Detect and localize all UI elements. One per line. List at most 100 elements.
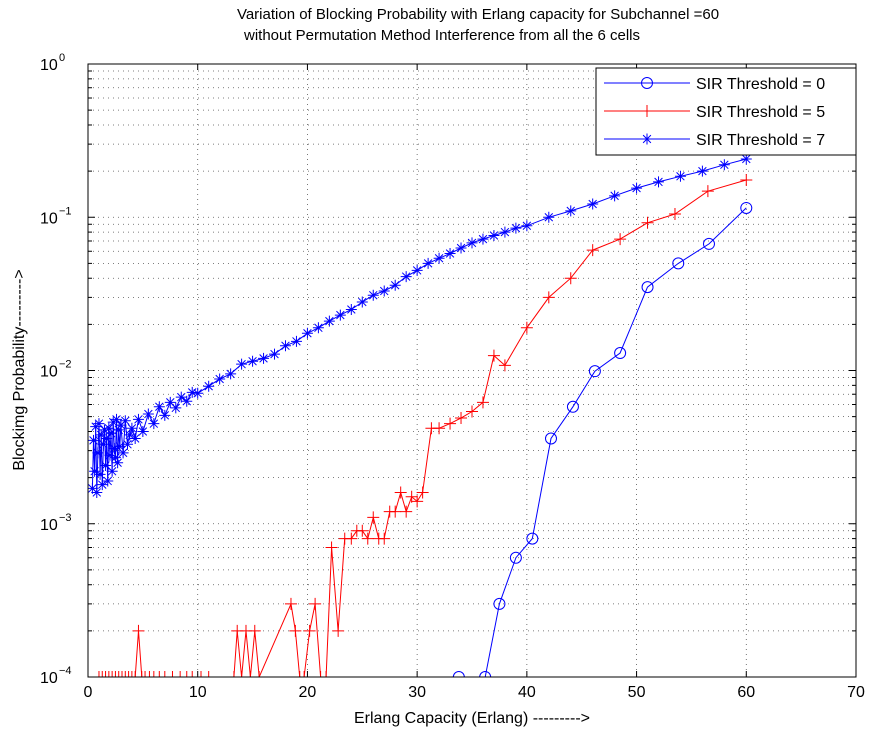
y-tick-label-base: 10 (40, 517, 58, 534)
y-tick-label-base: 10 (40, 210, 58, 227)
data-point (586, 244, 599, 257)
data-point (701, 185, 714, 198)
data-point (139, 671, 152, 677)
data-point (290, 335, 302, 347)
data-point (94, 468, 106, 480)
y-tick-label-base: 10 (40, 364, 58, 381)
data-point (498, 359, 511, 372)
x-tick-label: 50 (628, 684, 646, 701)
data-point (303, 624, 316, 637)
y-axis-label: Blockimg Probability---------> (11, 269, 28, 470)
data-point (174, 671, 187, 677)
data-point (121, 438, 133, 450)
data-point (122, 671, 135, 677)
data-point (100, 459, 112, 471)
y-tick-label-exponent: 0 (59, 52, 65, 64)
data-point (367, 289, 379, 301)
data-point (96, 479, 108, 491)
data-point (444, 248, 456, 260)
data-point (108, 442, 120, 454)
data-point (186, 386, 198, 398)
legend: SIR Threshold = 0 SIR Threshold = 5 SIR Th… (595, 67, 857, 156)
data-point (129, 671, 142, 677)
data-point (105, 427, 117, 439)
data-point (521, 220, 533, 232)
data-point (320, 671, 333, 677)
data-point (312, 322, 324, 334)
data-point (258, 352, 270, 364)
data-point (142, 408, 154, 420)
data-point (147, 671, 160, 677)
data-point (314, 671, 327, 677)
series-line (99, 179, 747, 677)
data-point (244, 671, 257, 677)
data-point (91, 486, 103, 498)
data-point (433, 252, 445, 264)
data-point (301, 327, 313, 339)
x-tick-label: 70 (847, 684, 865, 701)
data-point (520, 321, 533, 334)
data-point (129, 432, 141, 444)
data-point (356, 524, 369, 537)
data-point (653, 176, 665, 188)
data-point (433, 422, 446, 435)
series-2 (88, 153, 752, 498)
data-point (356, 296, 368, 308)
data-point (510, 222, 522, 234)
legend-label: SIR Threshold = 0 (696, 76, 825, 93)
data-point (103, 422, 115, 434)
y-tick-label-base: 10 (40, 670, 58, 687)
data-point (345, 304, 357, 316)
data-point (394, 486, 407, 499)
data-point (588, 365, 601, 378)
data-point (164, 396, 176, 408)
data-point (253, 671, 266, 677)
data-point (119, 671, 132, 677)
data-point (479, 671, 492, 677)
x-tick-label: 10 (189, 684, 207, 701)
data-point (334, 309, 346, 321)
data-point (96, 671, 109, 677)
legend-marker (641, 77, 653, 89)
data-point (170, 402, 182, 414)
data-point (493, 597, 506, 610)
data-point (111, 413, 123, 425)
data-point (180, 671, 193, 677)
data-point (718, 159, 730, 171)
data-point (203, 380, 215, 392)
data-point (202, 671, 215, 677)
data-point (543, 211, 555, 223)
data-point (126, 422, 138, 434)
data-point (113, 424, 125, 436)
data-point (248, 624, 261, 637)
data-point (422, 257, 434, 269)
data-point (400, 505, 413, 518)
data-point (542, 291, 555, 304)
data-point (114, 440, 126, 452)
data-point (614, 233, 627, 246)
data-point (93, 418, 105, 430)
data-point (452, 671, 465, 677)
legend-marker (641, 105, 653, 117)
data-point (88, 434, 99, 446)
data-point (289, 624, 302, 637)
data-point (378, 532, 391, 545)
data-point (702, 237, 715, 250)
data-point (345, 532, 358, 545)
data-point (159, 409, 171, 421)
data-point (672, 257, 685, 270)
y-tick-label-exponent: −3 (59, 512, 72, 524)
data-point (112, 671, 125, 677)
data-point (466, 405, 478, 418)
data-point (112, 457, 124, 469)
series-line (91, 158, 747, 493)
data-point (269, 348, 281, 360)
data-point (92, 671, 105, 677)
data-point (153, 671, 166, 677)
data-point (641, 216, 654, 229)
grid-lines (88, 64, 856, 677)
data-point (564, 272, 577, 285)
plot-series (88, 153, 753, 677)
data-point (227, 671, 240, 677)
